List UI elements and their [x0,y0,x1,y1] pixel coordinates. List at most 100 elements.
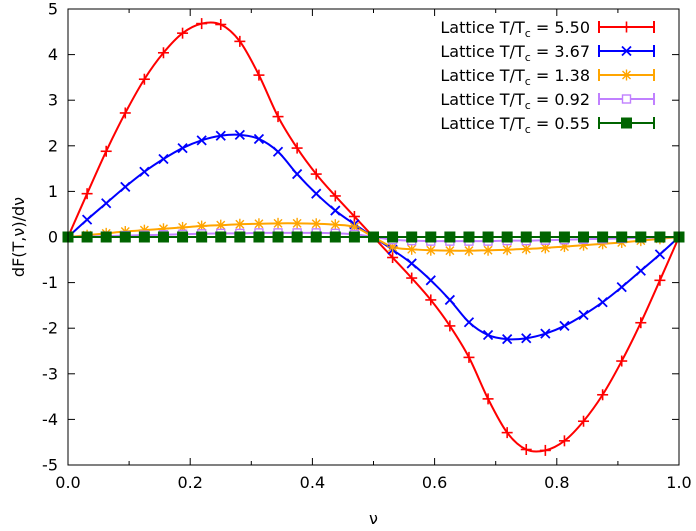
data-point [138,231,150,243]
data-point [597,297,608,308]
data-point [139,166,150,177]
data-point [196,18,208,30]
data-point [597,389,609,401]
legend-label-main: Lattice T/T [440,90,525,109]
data-point [463,351,475,363]
data-point [348,210,360,222]
data-point [100,231,112,243]
data-point [177,231,189,243]
x-tick-label: 1.0 [666,473,691,492]
x-tick-label: 0.0 [55,473,80,492]
data-point [425,275,436,286]
x-tick-label: 0.6 [422,473,447,492]
data-point [330,205,341,216]
legend-label-value: = 5.50 [531,18,590,37]
data-point [291,231,303,243]
data-point [463,245,475,257]
data-point [310,231,322,243]
legend-label-value: = 1.38 [531,66,590,85]
series-markers [62,18,685,456]
legend-label: Lattice T/Tc = 3.67 [440,42,590,64]
data-point [578,309,589,321]
data-point [444,320,456,332]
data-point [234,129,245,140]
data-point [406,258,417,269]
data-point [310,218,322,230]
y-tick-label: 5 [48,0,58,19]
y-tick-label: 2 [48,136,58,155]
data-point [234,218,246,230]
data-point [520,231,532,243]
y-axis-label: dF(T,ν)/dν [9,197,28,277]
data-point [157,47,169,59]
legend-label: Lattice T/Tc = 0.55 [440,114,590,136]
data-point [157,231,169,243]
y-tick-label: -1 [42,273,58,292]
data-point [348,231,360,243]
data-point [196,135,207,146]
data-point [654,274,666,286]
legend-label-value: = 0.92 [531,90,590,109]
data-point [387,231,399,243]
data-point [558,231,570,243]
data-point [81,231,93,243]
x-tick-label: 0.4 [300,473,325,492]
data-point [482,231,494,243]
y-tick-label: 1 [48,182,58,201]
data-point [558,435,570,447]
data-point [291,168,303,180]
data-point [425,294,437,306]
data-point [539,231,551,243]
data-point [81,188,93,200]
data-point [253,231,265,243]
data-point [406,231,418,243]
data-point [616,355,628,367]
legend-label: Lattice T/Tc = 1.38 [440,66,590,88]
x-axis-label: ν [369,509,378,528]
y-tick-label: 0 [48,228,58,247]
data-point [540,328,551,339]
data-point [158,153,169,165]
y-tick-label: -4 [42,410,58,429]
data-point [253,218,265,230]
data-point [291,217,303,229]
legend-label-subscript: c [525,123,531,136]
data-point [616,231,628,243]
data-point [101,198,112,209]
data-point [272,217,284,229]
legend-label: Lattice T/Tc = 5.50 [440,18,590,40]
data-point [654,249,666,260]
data-point [501,231,513,243]
data-point [463,231,475,243]
legend-label-main: Lattice T/T [440,114,525,133]
data-point [329,219,341,231]
data-point [539,444,551,456]
x-tick-label: 0.8 [544,473,569,492]
data-point [120,181,131,192]
data-point [272,111,284,123]
data-point [215,19,227,31]
data-point [559,320,570,332]
data-point [635,265,646,276]
data-point [311,188,322,199]
data-point [444,245,456,257]
y-tick-label: 4 [48,45,58,64]
data-point [444,294,456,306]
data-point [272,146,284,157]
legend-label-subscript: c [525,75,531,88]
y-tick-label: -2 [42,319,58,338]
data-point [215,231,227,243]
data-point [621,94,632,104]
data-point [521,333,532,344]
data-point [635,231,647,243]
data-point [291,142,303,154]
data-point [253,133,265,145]
series-markers-group [62,231,685,243]
data-point [196,231,208,243]
data-point [425,231,437,243]
legend-label-subscript: c [525,99,531,112]
data-point [578,231,590,243]
data-point [177,142,188,154]
